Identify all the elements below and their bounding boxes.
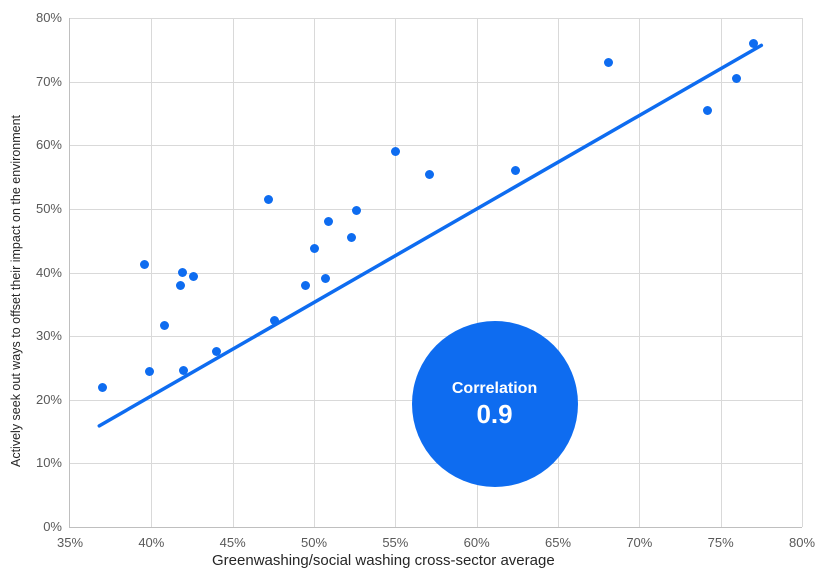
- x-tick-label: 55%: [382, 535, 409, 550]
- trendline-svg: [97, 43, 764, 428]
- data-point: [424, 170, 434, 180]
- x-tick-label: 40%: [138, 535, 165, 550]
- data-point: [177, 268, 187, 277]
- correlation-label: Correlation: [451, 379, 538, 397]
- y-gridline: [70, 336, 802, 338]
- y-tick-label: 30%: [35, 328, 62, 344]
- data-point: [324, 217, 334, 227]
- plot-area: 35% 40% 45% 50% 55% 60% 65% 70% 75% 80% 0% 10% 20% 30…: [36, 10, 815, 550]
- x-tick-label: 75%: [707, 535, 734, 550]
- y-gridline: [70, 81, 802, 83]
- data-point: [301, 281, 311, 291]
- data-point: [263, 195, 273, 205]
- x-tick-label: 50%: [300, 535, 328, 550]
- data-point: [140, 259, 150, 269]
- y-gridline: [70, 208, 802, 210]
- y-tick-label: 70%: [35, 73, 62, 89]
- correlation-value: 0.9: [476, 398, 513, 429]
- data-point: [320, 274, 330, 284]
- trendline: [97, 43, 764, 428]
- y-gridline: [70, 272, 802, 274]
- y-tick-label: 60%: [35, 137, 62, 153]
- y-tick-label: 10%: [35, 455, 62, 471]
- y-tick-label: 50%: [35, 200, 62, 216]
- data-point: [159, 320, 169, 330]
- y-tick-label: 40%: [35, 264, 62, 280]
- x-gridline: [802, 18, 803, 527]
- data-point: [98, 382, 108, 392]
- data-point: [145, 366, 155, 376]
- y-gridline: [70, 18, 802, 19]
- x-tick-label: 80%: [788, 535, 816, 550]
- data-point: [176, 280, 186, 290]
- data-point: [346, 233, 356, 242]
- y-tick-label: 20%: [35, 391, 62, 407]
- data-point: [351, 206, 361, 216]
- x-tick-label: 60%: [463, 535, 490, 550]
- data-point: [211, 346, 221, 356]
- y-gridline: [70, 145, 802, 147]
- data-point: [270, 316, 280, 326]
- y-tick-label: 0%: [43, 519, 62, 534]
- x-tick-label: 35%: [56, 535, 84, 550]
- data-point: [603, 58, 613, 68]
- y-gridline: [70, 463, 802, 465]
- data-point: [390, 147, 400, 157]
- data-point: [732, 73, 742, 83]
- data-point: [703, 106, 713, 116]
- data-point: [748, 38, 758, 48]
- x-tick-label: 70%: [626, 535, 653, 550]
- y-tick-label: 80%: [35, 10, 62, 25]
- x-tick-label: 45%: [219, 535, 246, 550]
- correlation-badge: Correlation 0.9: [411, 320, 578, 487]
- data-point: [179, 365, 189, 375]
- data-point: [511, 166, 521, 176]
- data-point: [189, 271, 199, 281]
- data-point: [309, 244, 319, 254]
- x-axis-title: Greenwashing/social washing cross-sector…: [212, 552, 555, 569]
- y-axis-title: Actively seek out ways to offset their i…: [9, 114, 23, 467]
- x-tick-label: 65%: [544, 535, 572, 550]
